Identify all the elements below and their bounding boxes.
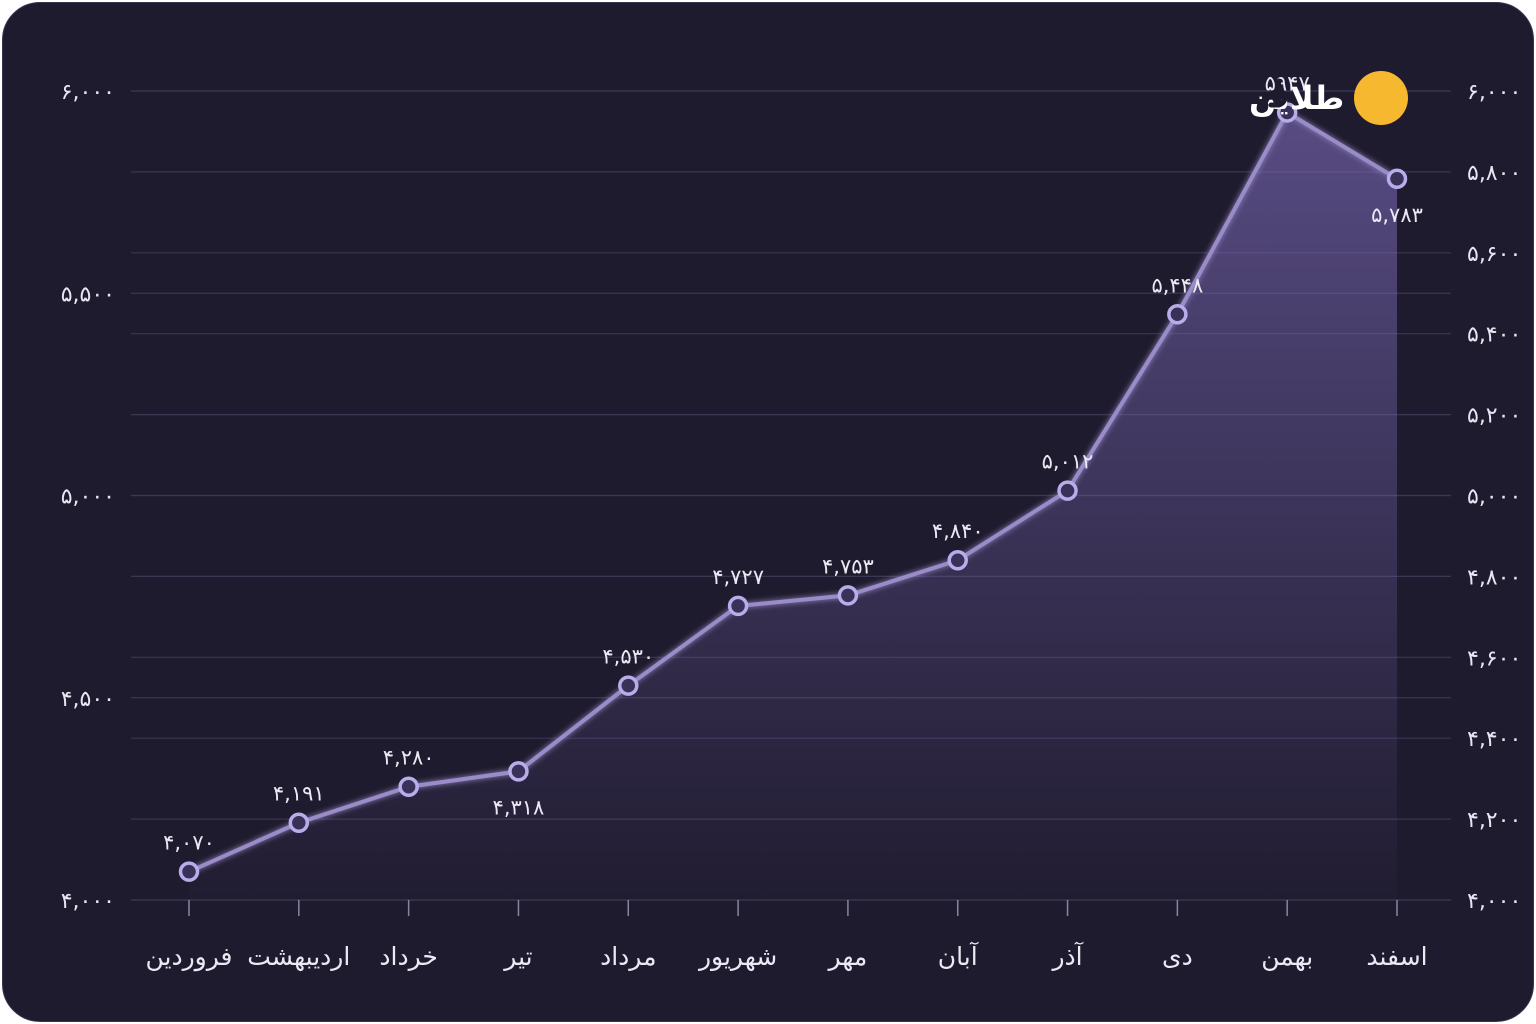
y-tick-label-left: ۴,۰۰۰ xyxy=(61,889,115,914)
x-tick-label: خرداد xyxy=(379,942,437,971)
chart-svg: ۴,۰۰۰ ۴,۵۰۰ ۵,۰۰۰ ۵,۵۰۰ ۶,۰۰۰ ۴,۰۰۰ ۴,۲۰۰ ۴,۴۰… xyxy=(61,71,1522,972)
y-tick-label-right: ۵,۸۰۰ xyxy=(1467,161,1521,186)
area-path xyxy=(189,112,1397,901)
data-point xyxy=(288,812,310,833)
data-label: ۵,۰۱۲ xyxy=(1042,450,1094,474)
y-tick-label-right: ۵,۴۰۰ xyxy=(1467,323,1521,348)
data-label: ۴,۵۳۰ xyxy=(602,645,654,669)
data-point xyxy=(837,585,859,606)
y-tick-label-right: ۴,۴۰۰ xyxy=(1467,727,1521,752)
x-tick-label: دی xyxy=(1162,942,1193,971)
data-point xyxy=(1057,480,1078,501)
data-label: ۴,۸۴۰ xyxy=(932,519,984,543)
y-tick-label-right: ۶,۰۰۰ xyxy=(1467,80,1521,105)
y-tick-label-left: ۶,۰۰۰ xyxy=(61,80,115,105)
x-axis: فروردین اردیبهشت خرداد تیر مرداد شهریور مهر آبا… xyxy=(145,900,1428,972)
y-tick-label-right: ۴,۰۰۰ xyxy=(1467,889,1521,914)
data-point xyxy=(1276,102,1298,123)
data-point xyxy=(1386,168,1408,190)
area-fill xyxy=(189,112,1397,901)
data-label: ۴,۱۹۱ xyxy=(273,782,325,806)
x-tick-label: شهریور xyxy=(697,942,777,972)
data-point xyxy=(398,776,419,797)
x-tick-label: اردیبهشت xyxy=(247,942,350,972)
y-tick-label-left: ۴,۵۰۰ xyxy=(61,687,115,712)
data-label: ۴,۷۵۳ xyxy=(822,554,874,578)
y-tick-label-right: ۵,۰۰۰ xyxy=(1467,485,1521,510)
y-tick-label-left: ۵,۵۰۰ xyxy=(61,282,115,307)
series-line xyxy=(188,110,1399,874)
data-label: ۴,۲۸۰ xyxy=(383,746,435,770)
data-point xyxy=(727,595,749,617)
y-tick-label-left: ۵,۰۰۰ xyxy=(61,485,115,510)
y-tick-label-right: ۵,۲۰۰ xyxy=(1467,404,1521,429)
series-line-path xyxy=(188,110,1399,874)
data-point xyxy=(1167,304,1188,325)
data-point xyxy=(178,861,200,882)
x-tick-label: فروردین xyxy=(145,942,232,972)
y-axis-left: ۴,۰۰۰ ۴,۵۰۰ ۵,۰۰۰ ۵,۵۰۰ ۶,۰۰۰ xyxy=(61,80,115,914)
data-label: ۴,۰۷۰ xyxy=(163,831,215,855)
x-tick-label: بهمن xyxy=(1261,942,1313,972)
brand-logo: طلاین xyxy=(1249,67,1409,129)
data-label: ۵,۷۸۳ xyxy=(1371,203,1423,227)
y-tick-label-right: ۵,۶۰۰ xyxy=(1467,242,1521,267)
x-tick-label: آذر xyxy=(1050,941,1083,971)
data-label: ۴,۷۲۷ xyxy=(712,565,764,589)
data-point xyxy=(508,761,529,782)
data-labels: ۴,۰۷۰ ۴,۱۹۱ ۴,۲۸۰ ۴,۳۱۸ ۴,۵۳۰ ۴,۷۲۷ ۴,۷۵۳ ۴,۸۴۰… xyxy=(163,71,1423,854)
logo-badge-icon xyxy=(1262,71,1409,125)
x-tick-label: اسفند xyxy=(1366,942,1427,971)
x-tick-label: تیر xyxy=(502,942,532,971)
data-label: ۵,۴۴۸ xyxy=(1151,273,1203,297)
y-tick-label-right: ۴,۶۰۰ xyxy=(1467,646,1521,671)
data-point xyxy=(947,549,968,571)
x-tick-label: مهر xyxy=(827,942,868,972)
x-tick-label: آبان xyxy=(938,941,979,971)
y-tick-label-right: ۴,۸۰۰ xyxy=(1467,565,1521,590)
data-label: ۴,۳۱۸ xyxy=(493,795,545,819)
y-axis-right: ۴,۰۰۰ ۴,۲۰۰ ۴,۴۰۰ ۴,۶۰۰ ۴,۸۰۰ ۵,۰۰۰ ۵,۲۰۰ ۵,۴۰۰… xyxy=(1467,80,1521,914)
x-tick-label: مرداد xyxy=(600,942,656,971)
y-tick-label-right: ۴,۲۰۰ xyxy=(1467,808,1521,833)
data-points xyxy=(178,102,1408,882)
data-point xyxy=(618,675,639,696)
